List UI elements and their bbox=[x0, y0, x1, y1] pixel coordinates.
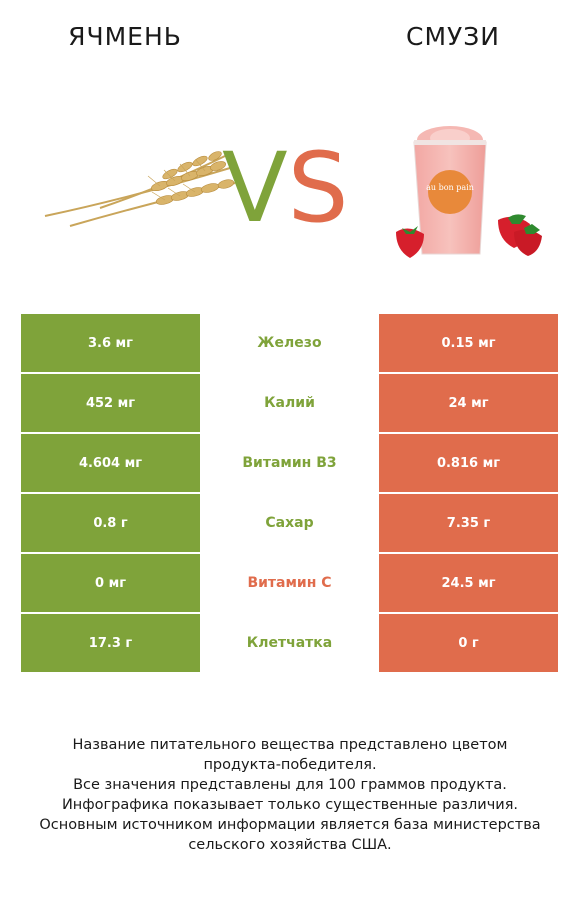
left-value-cell: 0 мг bbox=[21, 554, 200, 612]
nutrient-name-cell: Сахар bbox=[200, 494, 379, 552]
right-value-cell: 0 г bbox=[379, 614, 558, 672]
left-value-cell: 3.6 мг bbox=[21, 314, 200, 372]
vs-s-letter: S bbox=[287, 132, 349, 244]
footer-line: продукта-победителя. bbox=[203, 757, 377, 773]
footer-line: Инфографика показывает только существенн… bbox=[61, 797, 519, 813]
table-row: 17.3 г Клетчатка 0 г bbox=[21, 614, 558, 672]
comparison-table: 3.6 мг Железо 0.15 мг 452 мг Калий 24 мг 4.604… bbox=[21, 314, 558, 674]
footer-notes: Название питательного вещества представл… bbox=[10, 735, 570, 855]
nutrient-name-cell: Витамин B3 bbox=[200, 434, 379, 492]
table-row: 3.6 мг Железо 0.15 мг bbox=[21, 314, 558, 372]
left-value-cell: 452 мг bbox=[21, 374, 200, 432]
left-value-cell: 0.8 г bbox=[21, 494, 200, 552]
footer-line: сельского хозяйства США. bbox=[188, 837, 392, 853]
cup-brand-text: au bon pain bbox=[426, 183, 474, 192]
vs-v-letter: V bbox=[222, 132, 288, 244]
nutrient-name-cell: Клетчатка bbox=[200, 614, 379, 672]
right-product-title: СМУЗИ bbox=[406, 22, 500, 51]
right-value-cell: 7.35 г bbox=[379, 494, 558, 552]
footer-line: Все значения представлены для 100 граммо… bbox=[73, 777, 507, 793]
footer-line: Название питательного вещества представл… bbox=[72, 737, 508, 753]
nutrient-name-cell: Витамин C bbox=[200, 554, 379, 612]
smoothie-image: au bon pain bbox=[396, 126, 542, 258]
right-value-cell: 0.15 мг bbox=[379, 314, 558, 372]
right-value-cell: 24 мг bbox=[379, 374, 558, 432]
right-value-cell: 24.5 мг bbox=[379, 554, 558, 612]
footer-line: Основным источником информации является … bbox=[39, 817, 541, 833]
table-row: 452 мг Калий 24 мг bbox=[21, 374, 558, 432]
table-row: 0.8 г Сахар 7.35 г bbox=[21, 494, 558, 552]
left-product-title: ЯЧМЕНЬ bbox=[68, 22, 182, 51]
nutrient-name-cell: Калий bbox=[200, 374, 379, 432]
table-row: 4.604 мг Витамин B3 0.816 мг bbox=[21, 434, 558, 492]
right-value-cell: 0.816 мг bbox=[379, 434, 558, 492]
barley-image bbox=[44, 151, 236, 227]
left-value-cell: 4.604 мг bbox=[21, 434, 200, 492]
nutrient-name-cell: Железо bbox=[200, 314, 379, 372]
left-value-cell: 17.3 г bbox=[21, 614, 200, 672]
table-row: 0 мг Витамин C 24.5 мг bbox=[21, 554, 558, 612]
vs-label: VS bbox=[222, 140, 349, 236]
